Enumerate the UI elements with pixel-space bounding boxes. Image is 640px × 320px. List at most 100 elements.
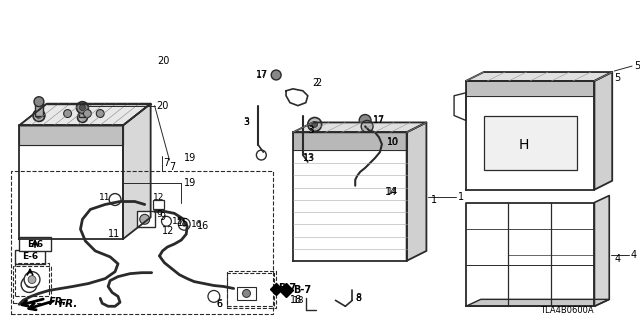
Polygon shape [19, 104, 150, 125]
Text: 16: 16 [197, 221, 209, 231]
Bar [227, 271, 276, 308]
Text: 10: 10 [387, 137, 399, 147]
Polygon shape [595, 72, 612, 190]
Circle shape [257, 150, 266, 160]
Bar [35, 102, 43, 116]
Circle shape [96, 109, 104, 117]
Text: 18: 18 [290, 295, 302, 305]
Text: 15: 15 [172, 217, 184, 226]
Bar [152, 200, 164, 209]
Text: 20: 20 [157, 56, 170, 66]
Polygon shape [293, 132, 406, 261]
Text: 3: 3 [244, 118, 250, 127]
Text: 13: 13 [303, 154, 314, 163]
Circle shape [140, 214, 150, 224]
Text: 17: 17 [257, 70, 268, 79]
Circle shape [33, 109, 45, 122]
Text: 9: 9 [157, 210, 163, 219]
Polygon shape [406, 123, 426, 261]
Text: 3: 3 [244, 117, 250, 127]
Text: 20: 20 [157, 100, 169, 111]
Bar [19, 237, 51, 251]
Text: 2: 2 [316, 78, 322, 88]
Circle shape [308, 117, 322, 131]
Circle shape [26, 282, 32, 287]
Bar [484, 116, 577, 170]
Text: TLA4B0600A: TLA4B0600A [540, 306, 594, 315]
Text: 13: 13 [303, 153, 315, 163]
Circle shape [77, 102, 88, 114]
Circle shape [161, 216, 172, 226]
Text: 6: 6 [217, 299, 223, 309]
Text: 5: 5 [634, 61, 640, 71]
Text: 1: 1 [458, 192, 464, 202]
Polygon shape [466, 72, 612, 81]
Bar [79, 108, 85, 117]
Polygon shape [595, 196, 609, 306]
Bar [227, 273, 274, 306]
Circle shape [179, 218, 190, 230]
Text: B-7: B-7 [278, 284, 296, 293]
Text: 10: 10 [387, 138, 398, 147]
Text: 4: 4 [614, 254, 620, 264]
Polygon shape [466, 81, 595, 190]
Text: 8: 8 [355, 293, 362, 303]
Bar [12, 171, 273, 314]
Circle shape [63, 109, 72, 117]
Text: 4: 4 [631, 250, 637, 260]
Text: 11: 11 [108, 229, 120, 239]
Polygon shape [466, 300, 609, 306]
Text: 9: 9 [159, 212, 166, 222]
Circle shape [271, 70, 281, 80]
Circle shape [359, 115, 371, 126]
Circle shape [208, 291, 220, 302]
Text: 19: 19 [184, 153, 196, 163]
Bar [237, 286, 257, 300]
Text: FR.: FR. [49, 297, 67, 307]
Text: 6: 6 [217, 300, 223, 309]
Text: 8: 8 [355, 294, 361, 303]
Polygon shape [123, 104, 150, 239]
Circle shape [182, 222, 186, 226]
Bar [13, 266, 51, 303]
Text: 17: 17 [373, 116, 385, 125]
Bar [317, 142, 328, 158]
Text: 19: 19 [184, 178, 196, 188]
Text: 7: 7 [170, 162, 175, 172]
Polygon shape [466, 203, 595, 306]
Text: E-6: E-6 [27, 239, 43, 249]
Circle shape [361, 120, 373, 132]
Text: 2: 2 [313, 78, 319, 88]
Text: B-7: B-7 [293, 285, 311, 295]
Text: 17: 17 [373, 116, 385, 125]
Text: 7: 7 [163, 158, 170, 168]
Circle shape [79, 105, 85, 111]
Bar [317, 142, 339, 158]
Circle shape [34, 97, 44, 107]
Polygon shape [293, 132, 406, 150]
Text: 14: 14 [387, 187, 398, 196]
Text: 16: 16 [191, 220, 203, 229]
Text: H: H [519, 138, 529, 152]
Polygon shape [19, 125, 123, 239]
Circle shape [301, 160, 311, 170]
Circle shape [109, 194, 121, 205]
Text: 14: 14 [385, 187, 397, 196]
Polygon shape [293, 123, 426, 132]
Bar [137, 212, 155, 227]
Circle shape [243, 290, 250, 297]
Circle shape [312, 122, 317, 127]
Text: FR.: FR. [59, 299, 78, 309]
Text: E-6: E-6 [22, 252, 38, 261]
Text: 3: 3 [308, 125, 314, 135]
Polygon shape [19, 125, 123, 145]
Text: 18: 18 [293, 296, 305, 305]
Circle shape [28, 276, 36, 284]
Bar [15, 263, 49, 296]
Text: 15: 15 [177, 218, 189, 228]
Text: 11: 11 [99, 193, 111, 202]
Circle shape [77, 113, 88, 123]
Circle shape [21, 276, 37, 292]
Circle shape [375, 187, 385, 196]
Text: 12: 12 [161, 226, 174, 236]
